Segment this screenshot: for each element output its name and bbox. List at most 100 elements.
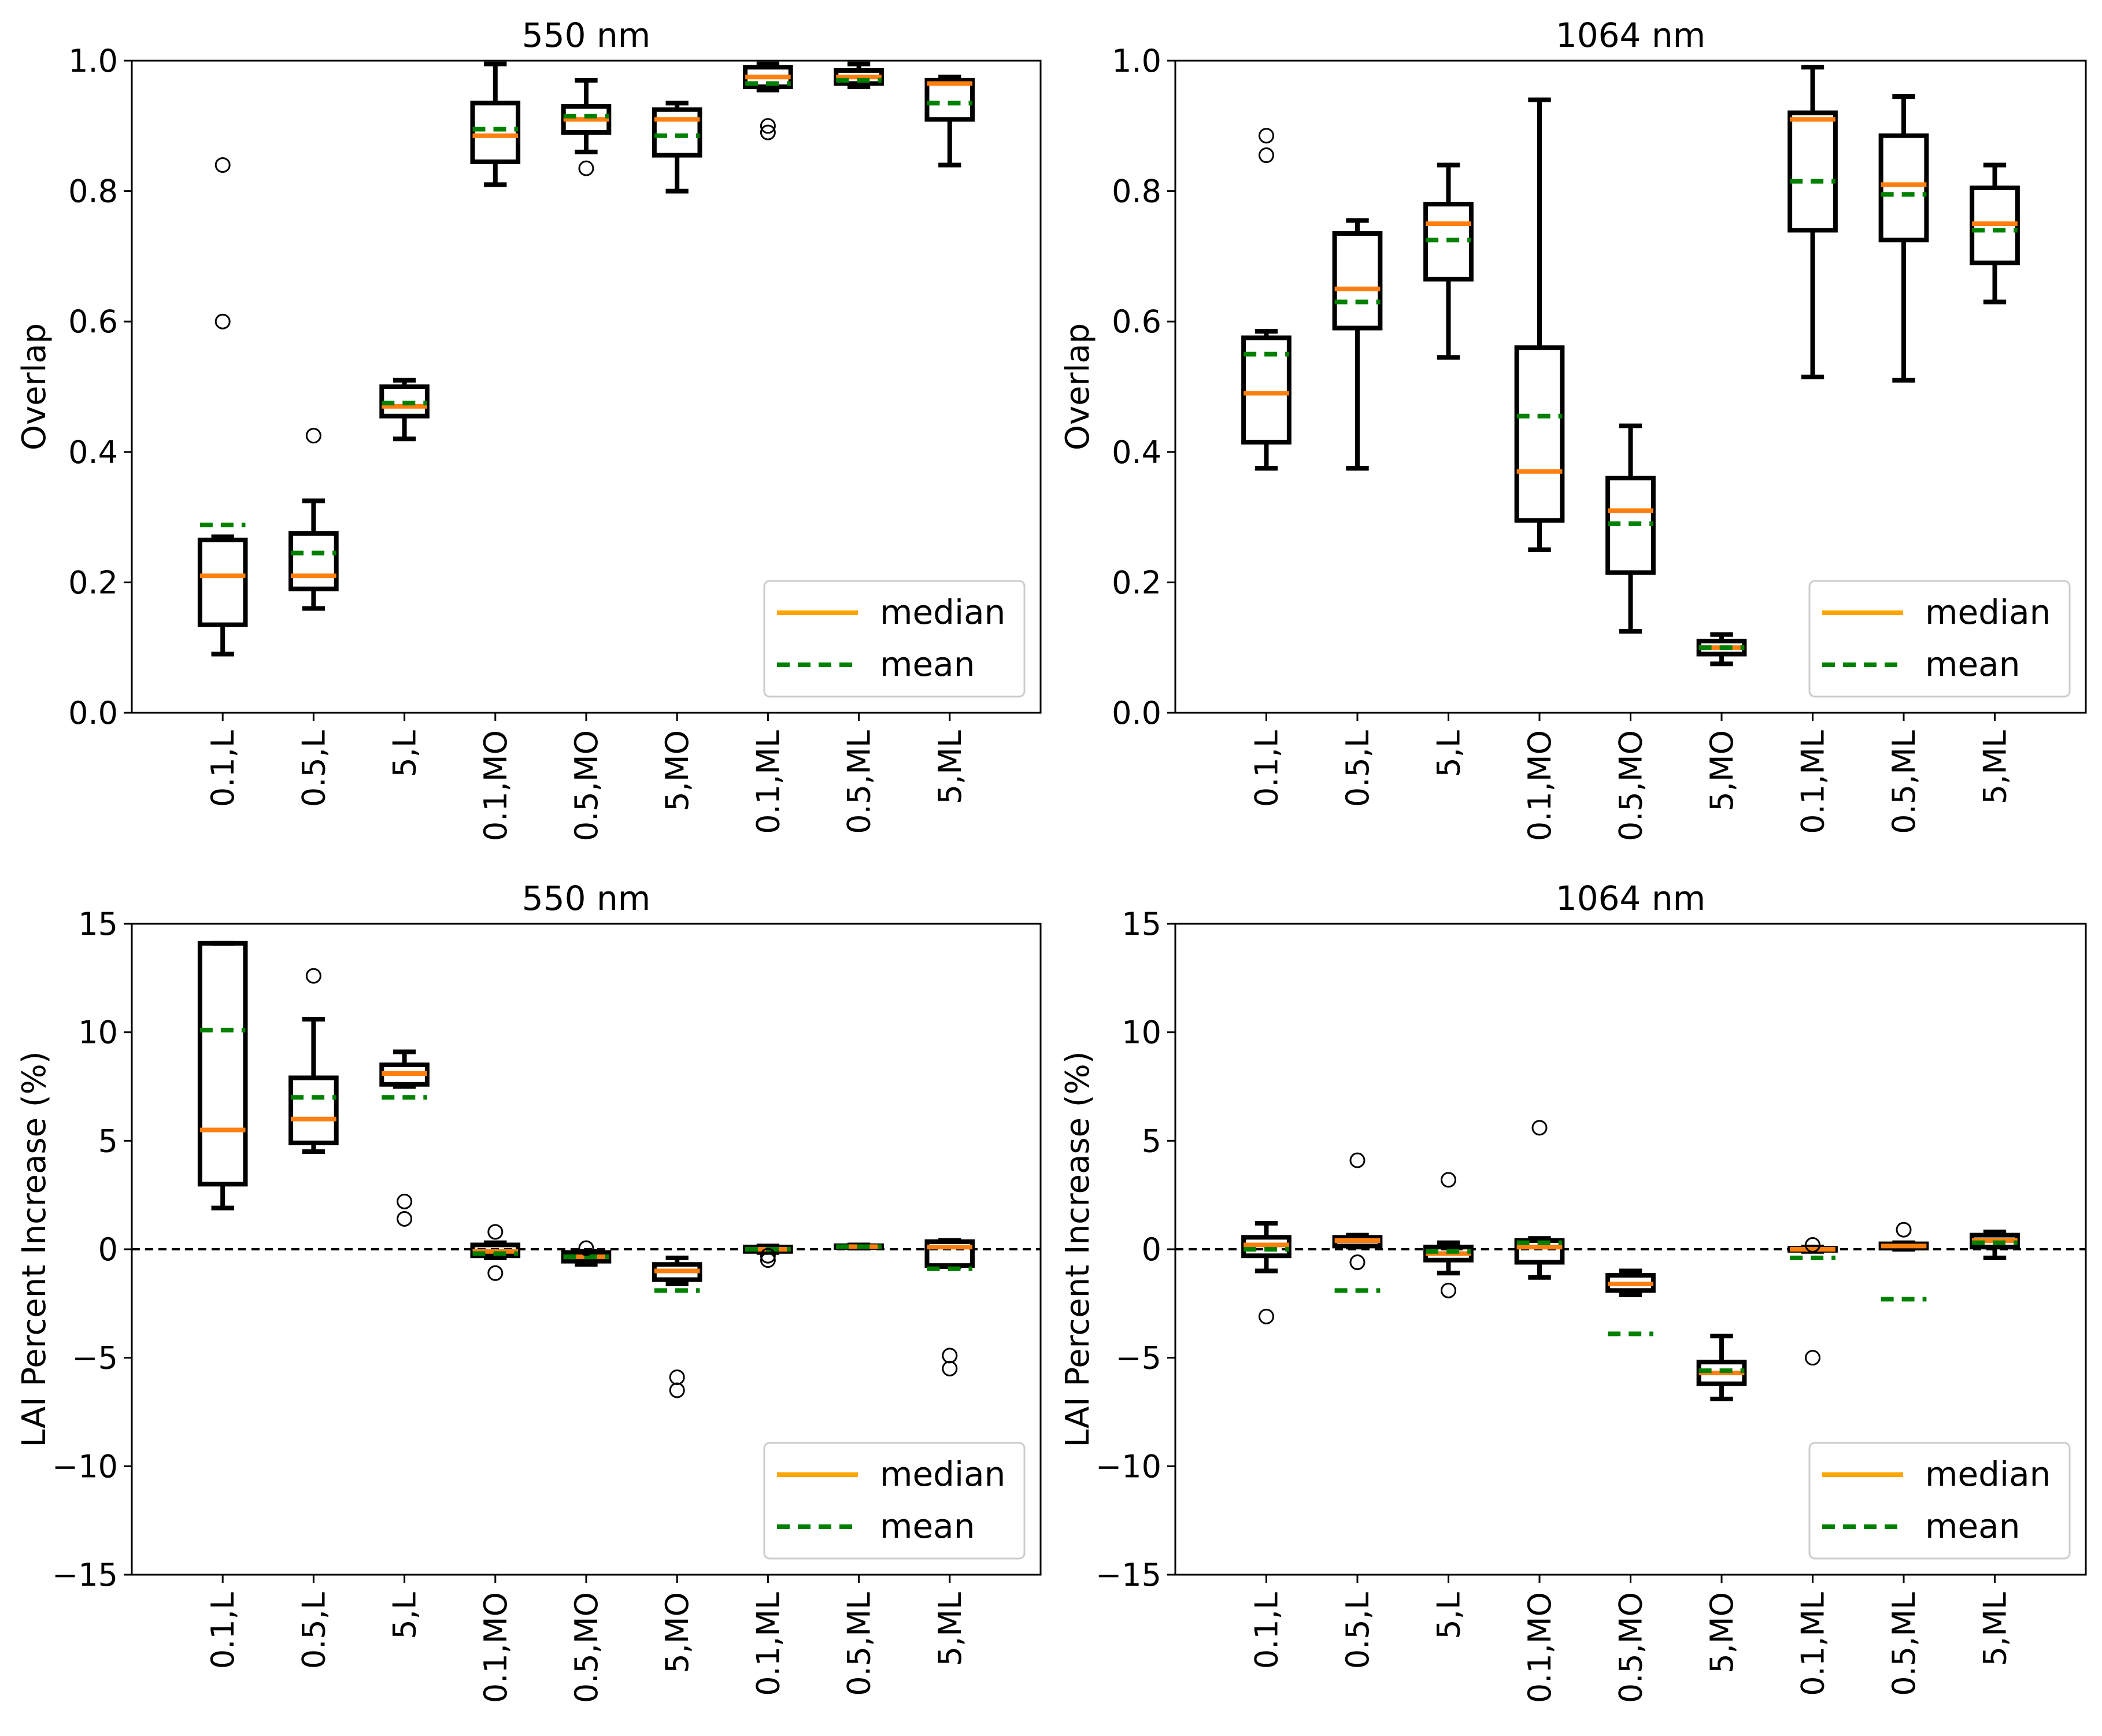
x-tick-label: 5,ML	[1977, 730, 2014, 804]
x-tick-label: 0.1,MO	[1522, 730, 1558, 841]
outlier-point	[1896, 1222, 1912, 1238]
y-tick-label: −10	[1096, 1448, 1161, 1485]
box-6	[1696, 1334, 1747, 1401]
iqr-box	[1878, 133, 1929, 243]
chart-title: 550 nm	[522, 879, 650, 918]
x-tick-label: 0.5,L	[295, 730, 332, 807]
x-tick-label: 0.5,ML	[1886, 730, 1922, 834]
outlier-point	[1441, 1282, 1456, 1298]
legend-frame	[1808, 1442, 2071, 1560]
box-2	[288, 428, 339, 611]
box-9	[1970, 162, 2020, 305]
box-9	[924, 75, 975, 168]
y-tick-label: 0.6	[1112, 303, 1161, 340]
iqr-box	[288, 531, 339, 591]
x-tick-label: 5,ML	[932, 730, 968, 804]
x-tick-label: 0.1,ML	[750, 1592, 786, 1696]
outlier-point	[1259, 147, 1274, 164]
legend-frame	[763, 580, 1026, 698]
x-tick-label: 5,L	[387, 1592, 423, 1639]
iqr-box	[1788, 110, 1838, 233]
legend: median mean	[763, 580, 1026, 698]
legend-frame	[763, 1442, 1026, 1560]
y-tick-label: 0.8	[1112, 173, 1161, 210]
outlier-point	[214, 313, 231, 330]
y-tick-label: 5	[98, 1123, 118, 1159]
y-tick-label: 15	[78, 906, 118, 942]
iqr-box	[197, 538, 248, 627]
y-tick-label: −15	[52, 1557, 118, 1593]
chart-title: 1064 nm	[1556, 16, 1705, 55]
y-axis-label: LAI Percent Increase (%)	[1059, 1051, 1097, 1447]
box-3	[379, 377, 430, 442]
x-tick-label: 0.5,ML	[841, 730, 878, 834]
y-tick-label: −10	[52, 1448, 118, 1485]
box-7	[1788, 65, 1838, 380]
x-tick-label: 0.1,L	[1249, 1592, 1285, 1669]
x-tick-label: 5,L	[1431, 730, 1467, 778]
outlier-point	[1349, 1152, 1365, 1168]
y-tick-label: 10	[78, 1015, 118, 1051]
x-tick-label: 0.5,ML	[841, 1592, 878, 1696]
box-8	[1878, 1222, 1929, 1302]
iqr-box	[197, 941, 248, 1187]
y-tick-label: 0	[1142, 1231, 1161, 1268]
x-tick-label: 0.5,MO	[1613, 1592, 1649, 1703]
y-tick-label: 0.4	[1112, 434, 1161, 471]
x-tick-label: 0.5,MO	[1613, 730, 1649, 841]
box-2	[1332, 218, 1383, 471]
legend-frame	[1808, 580, 2071, 698]
iqr-box	[470, 101, 521, 164]
outlier-point	[1349, 1254, 1365, 1271]
box-3	[379, 1049, 430, 1227]
y-tick-label: 0.2	[1112, 564, 1161, 601]
outlier-point	[760, 1248, 776, 1264]
y-tick-label: 0.8	[68, 173, 118, 210]
x-tick-label: 5,L	[1431, 1592, 1467, 1639]
y-tick-label: 15	[1122, 906, 1161, 942]
y-axis-label: Overlap	[16, 323, 53, 450]
legend-mean-label: mean	[880, 645, 975, 684]
panel-1: 550 nm 0.0 0.2 0.4 0.6 0.8 1.0 Overlap 0.1,L 0.5,…	[16, 16, 1042, 841]
x-tick-label: 5,MO	[1704, 1592, 1740, 1674]
outlier-point	[487, 1224, 504, 1240]
x-tick-label: 5,ML	[932, 1592, 968, 1666]
box-5	[561, 77, 612, 176]
iqr-box	[924, 1239, 975, 1268]
outlier-point	[397, 1211, 413, 1227]
legend: median mean	[1808, 1442, 2071, 1560]
outlier-point	[578, 160, 594, 176]
outlier-point	[1259, 128, 1274, 144]
box-6	[1696, 632, 1747, 667]
legend: median mean	[763, 1442, 1026, 1560]
axes-frame	[131, 923, 1042, 1576]
outlier-point	[760, 118, 776, 134]
box-5	[1605, 1268, 1656, 1337]
y-tick-label: 0.2	[68, 564, 118, 601]
y-tick-label: 0.0	[1112, 695, 1161, 731]
y-tick-label: 1.0	[1112, 43, 1161, 79]
box-1	[1241, 128, 1291, 471]
outlier-point	[305, 428, 321, 444]
y-axis-label: Overlap	[1059, 323, 1097, 450]
box-1	[197, 157, 248, 657]
box-4	[1514, 1120, 1565, 1280]
box-1	[197, 941, 248, 1211]
outlier-point	[1805, 1237, 1820, 1253]
outlier-point	[578, 1240, 594, 1256]
x-tick-label: 5,L	[387, 730, 423, 778]
x-tick-label: 5,ML	[1977, 1592, 2014, 1666]
iqr-box	[288, 1075, 339, 1146]
iqr-box	[652, 107, 702, 158]
box-8	[834, 61, 884, 90]
box-4	[1514, 97, 1565, 552]
outlier-point	[1259, 1308, 1274, 1324]
legend-mean-label: mean	[1925, 1506, 2020, 1546]
box-5	[1605, 423, 1656, 634]
box-4	[470, 61, 521, 187]
x-tick-label: 0.1,MO	[478, 1592, 514, 1703]
x-tick-label: 0.5,MO	[568, 730, 605, 841]
box-3	[1423, 1172, 1474, 1298]
x-tick-label: 0.1,MO	[478, 730, 514, 841]
